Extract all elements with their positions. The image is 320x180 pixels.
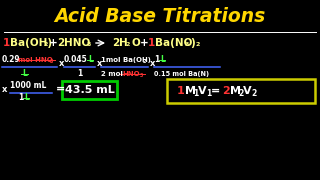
- Text: 1: 1: [177, 86, 185, 96]
- Text: 2: 2: [143, 59, 146, 64]
- Text: 1: 1: [18, 93, 23, 102]
- Text: 2 mol: 2 mol: [101, 71, 123, 77]
- Text: 0.045: 0.045: [64, 55, 88, 64]
- Text: 2: 2: [112, 38, 119, 48]
- Text: L: L: [88, 55, 93, 64]
- Text: HNO: HNO: [64, 38, 90, 48]
- Text: x: x: [150, 58, 156, 68]
- Bar: [167, 79, 315, 103]
- Text: M: M: [230, 86, 241, 96]
- Text: 2: 2: [126, 42, 130, 48]
- Text: L: L: [24, 93, 29, 102]
- Text: =: =: [56, 84, 65, 94]
- Text: 1: 1: [77, 69, 82, 78]
- Text: 0.15 mol Ba(N): 0.15 mol Ba(N): [154, 71, 209, 77]
- Text: +: +: [49, 38, 58, 48]
- Text: 1: 1: [154, 55, 159, 64]
- Text: 1mol Ba(OH): 1mol Ba(OH): [101, 57, 151, 63]
- Text: M: M: [185, 86, 196, 96]
- Text: mol HNO: mol HNO: [18, 57, 53, 63]
- Text: L: L: [160, 55, 165, 64]
- Text: V: V: [243, 86, 252, 96]
- Text: 2: 2: [238, 89, 243, 98]
- Text: x: x: [59, 58, 64, 68]
- Text: V: V: [198, 86, 207, 96]
- Text: H: H: [119, 38, 128, 48]
- Text: 2: 2: [43, 42, 47, 48]
- Text: 2: 2: [251, 89, 256, 98]
- Text: HNO: HNO: [122, 71, 140, 77]
- Text: x: x: [2, 84, 7, 93]
- Text: 3: 3: [50, 59, 53, 64]
- Text: 2: 2: [196, 42, 200, 48]
- Text: 1000 mL: 1000 mL: [10, 82, 46, 91]
- Text: 1: 1: [206, 89, 211, 98]
- Bar: [62, 81, 117, 99]
- Text: O: O: [131, 38, 140, 48]
- Text: 1: 1: [3, 38, 10, 48]
- Text: 2: 2: [57, 38, 64, 48]
- Text: Ba(NO: Ba(NO: [155, 38, 192, 48]
- Text: =: =: [211, 86, 220, 96]
- Text: 3: 3: [185, 42, 189, 48]
- Text: 2: 2: [222, 86, 230, 96]
- Text: Acid Base Titrations: Acid Base Titrations: [54, 8, 266, 26]
- Text: +: +: [140, 38, 149, 48]
- Text: 43.5 mL: 43.5 mL: [65, 85, 114, 95]
- Text: Ba(OH): Ba(OH): [10, 38, 52, 48]
- Text: 3: 3: [87, 42, 92, 48]
- Text: 3: 3: [140, 73, 143, 78]
- Text: 1: 1: [193, 89, 198, 98]
- Text: ): ): [190, 38, 195, 48]
- Text: L: L: [22, 69, 27, 78]
- Text: x: x: [97, 58, 102, 68]
- Text: 1: 1: [148, 38, 155, 48]
- Text: 0.29: 0.29: [2, 55, 20, 64]
